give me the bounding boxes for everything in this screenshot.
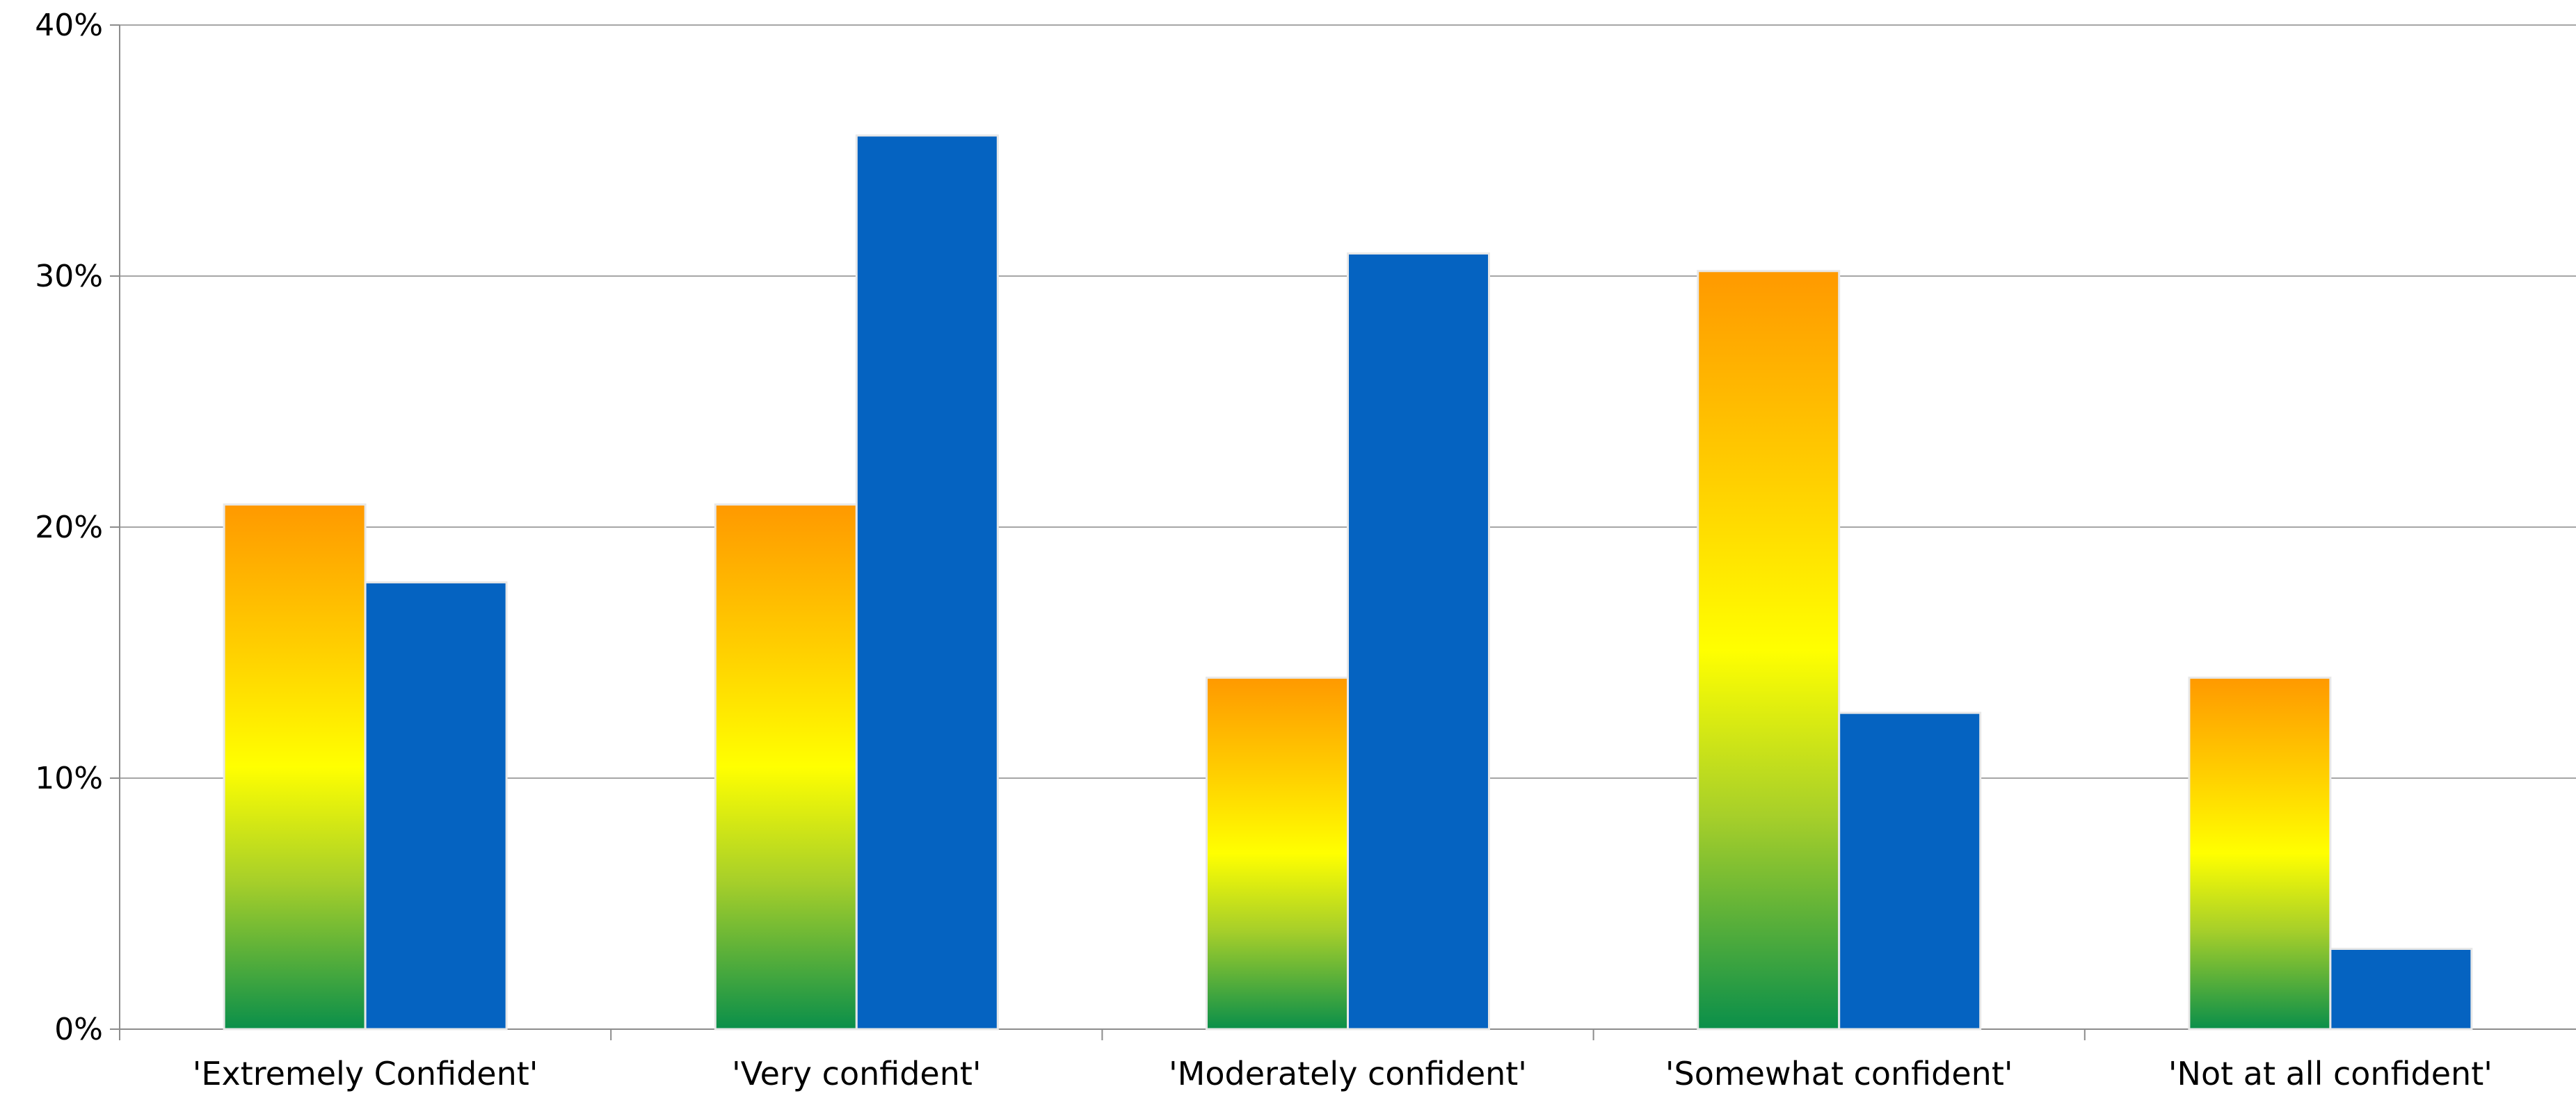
y-tick-label: 40% [35, 8, 103, 43]
x-category-label: 'Moderately confident' [1169, 1055, 1527, 1092]
blue-bar-5 [2329, 947, 2473, 1031]
axis-labels: 0% 10% 20% 30% 40% 'Extremely Confident' 'Very… [35, 8, 2493, 1092]
x-category-label: 'Extremely Confident' [193, 1055, 538, 1092]
x-category-label: 'Somewhat confident' [1665, 1055, 2013, 1092]
y-tick-label: 30% [35, 259, 103, 294]
y-tick-label: 0% [54, 1012, 103, 1047]
gradient-bar-4 [1697, 270, 1841, 1031]
y-tick-label: 20% [35, 510, 103, 545]
blue-bar-3 [1347, 252, 1490, 1031]
x-category-label: 'Not at all confident' [2168, 1055, 2493, 1092]
bars [223, 134, 2473, 1031]
blue-bar-4 [1838, 711, 1982, 1031]
gradient-bar-1 [223, 503, 367, 1031]
x-category-label: 'Very confident' [732, 1055, 982, 1092]
y-tick-label: 10% [35, 761, 103, 796]
blue-bar-2 [855, 134, 999, 1031]
gradient-bar-2 [714, 503, 858, 1031]
gradient-bar-3 [1206, 677, 1349, 1031]
gradient-bar-5 [2188, 677, 2332, 1031]
blue-bar-1 [364, 581, 508, 1031]
